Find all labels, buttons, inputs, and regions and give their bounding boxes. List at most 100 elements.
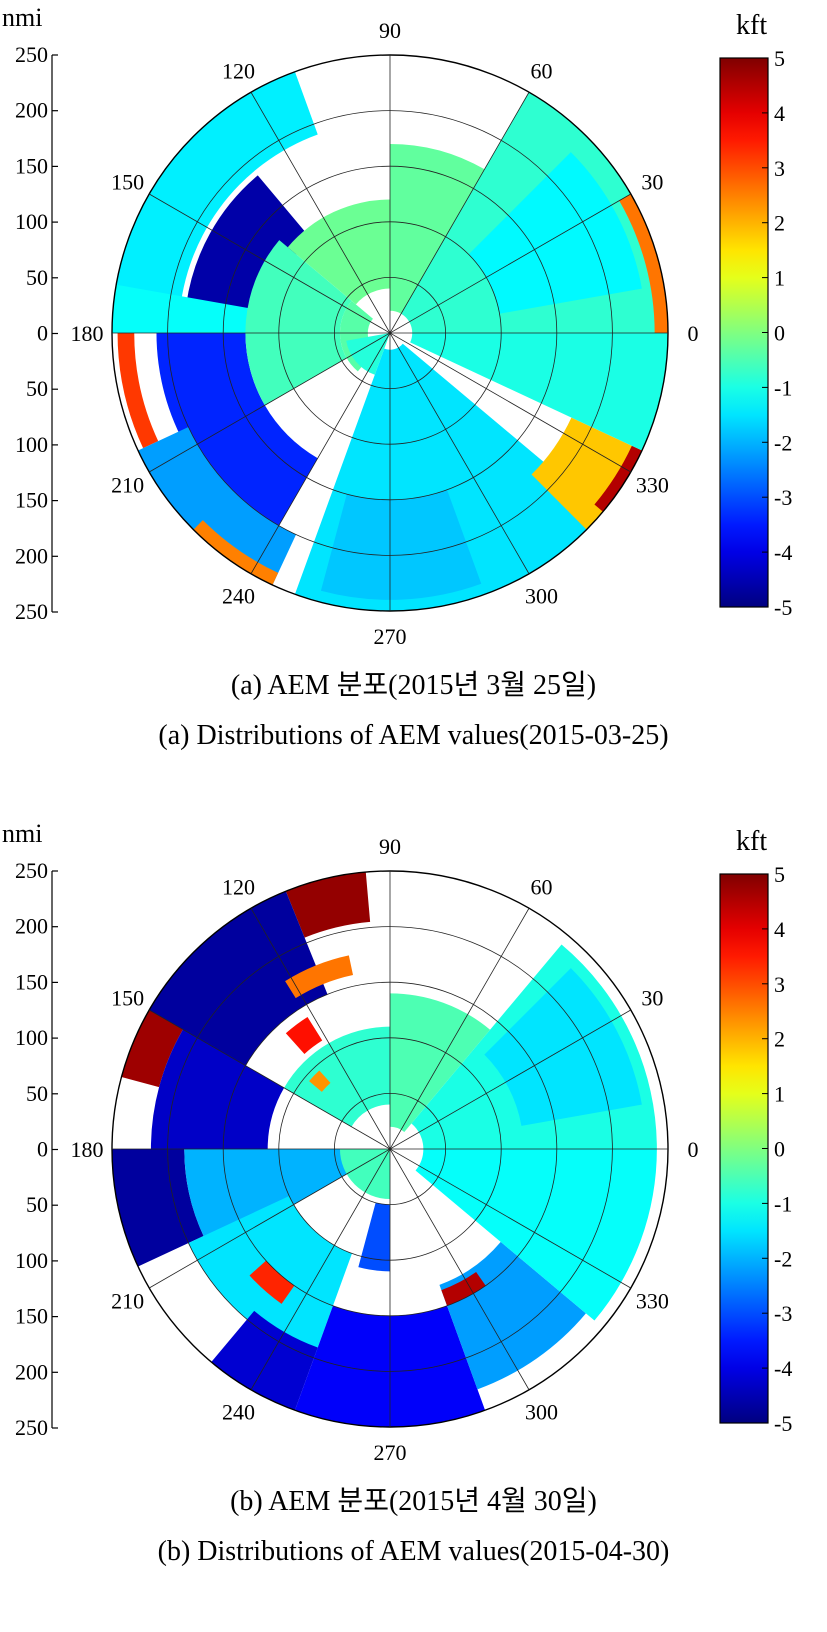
chart0-radial-tick-3: 100	[15, 209, 48, 234]
polar-chart-b: 90 60 30 0 330 300 270 240 210 180 150 120 250 200 150…	[0, 816, 827, 1632]
chart1-sector-10	[415, 1149, 657, 1321]
chart0-radial-tick-4: 50	[26, 265, 48, 290]
chart0-sector-7	[245, 240, 352, 406]
chart0-colorbar-tick-9: -4	[774, 540, 792, 565]
chart1-grid	[111, 870, 669, 1428]
chart1-colorbar-tick-8: -3	[774, 1301, 792, 1326]
chart1-colorbar-tick-0: 5	[774, 862, 785, 887]
polar-chart-b-svg: 9060300330300270240210180150120250200150…	[2, 819, 792, 1465]
chart1-radial-tick-4: 50	[26, 1081, 48, 1106]
chart1-radial-tick-5: 0	[37, 1137, 48, 1162]
chart1-radial-tick-0: 250	[15, 858, 48, 883]
chart0-sector-1	[186, 175, 312, 316]
chart0-sector-3	[117, 333, 159, 449]
polar-chart-a-svg: 9060300330300270240210180150120250200150…	[2, 3, 792, 649]
chart1-radial-unit: nmi	[2, 819, 42, 848]
chart1-sector-7	[211, 1310, 318, 1411]
chart0-colorbar-tick-2: 3	[774, 156, 785, 181]
chart1-radial-tick-7: 100	[15, 1248, 48, 1273]
chart0-colorbar-label: kft	[736, 10, 767, 41]
chart0-radial-tick-2: 150	[15, 153, 48, 178]
chart1-radial-tick-10: 250	[15, 1415, 48, 1440]
chart1-angle-label-330: 330	[636, 1289, 669, 1314]
chart0-angle-label-330: 330	[636, 473, 669, 498]
chart0-angle-label-240: 240	[222, 583, 255, 608]
chart0-angle-label-270: 270	[374, 624, 407, 649]
chart1-sector-3	[150, 1029, 285, 1149]
polar-chart-a: 90 60 30 0 330 300 270 240 210 180 150 120 250 200 150…	[2, 3, 792, 751]
chart1-angle-label-210: 210	[111, 1289, 144, 1314]
caption-a-korean: (a) AEM 분포(2015년 3월 25일)	[230, 670, 597, 701]
chart0-colorbar: 5 4 3 2 1 0 -1 -2 -3 -4 -5 kft	[719, 10, 792, 620]
chart1-angle-label-60: 60	[531, 875, 553, 900]
chart0-colorbar-tick-0: 5	[774, 46, 785, 71]
chart0-sector-18	[390, 143, 485, 314]
chart1-angle-label-120: 120	[222, 875, 255, 900]
chart0-radial-tick-8: 150	[15, 488, 48, 513]
chart0-colorbar-tick-5: 0	[774, 321, 785, 346]
chart1-sector-16	[285, 1016, 323, 1054]
chart1-colorbar: 5 4 3 2 1 0 -1 -2 -3 -4 -5 kft	[719, 826, 792, 1436]
chart0-angle-label-120: 120	[222, 59, 255, 84]
chart1-sector-20	[441, 1271, 486, 1306]
chart1-sector-14	[284, 1026, 390, 1127]
chart0-sector-16	[468, 152, 642, 314]
chart0-radial-tick-10: 250	[15, 599, 48, 624]
chart1-angle-label-90: 90	[379, 834, 401, 859]
chart0-angle-label-30: 30	[641, 170, 663, 195]
chart1-colorbar-tick-6: -1	[774, 1191, 792, 1216]
chart1-angle-label-240: 240	[222, 1399, 255, 1424]
chart1-colorbar-label: kft	[736, 826, 767, 857]
chart1-sector-15	[285, 955, 354, 999]
chart0-colorbar-tick-7: -2	[774, 430, 792, 455]
chart1-sector-0	[285, 872, 371, 938]
chart1-colorbar-tick-3: 2	[774, 1027, 785, 1052]
chart1-colorbar-bar	[719, 873, 769, 1424]
chart1-angle-label-30: 30	[641, 986, 663, 1011]
chart1-colorbar-tick-9: -4	[774, 1356, 792, 1381]
chart0-sector-5	[138, 426, 297, 585]
caption-b-korean: (b) AEM 분포(2015년 4월 30일)	[230, 1486, 597, 1517]
chart1-sector-21	[358, 1202, 390, 1272]
chart1-colorbar-tick-4: 1	[774, 1082, 785, 1107]
chart0-radial-tick-1: 200	[15, 98, 48, 123]
chart1-sector-2	[121, 1010, 183, 1088]
caption-a-english: (a) Distributions of AEM values(2015-03-…	[158, 720, 669, 751]
chart0-colorbar-bar	[719, 57, 769, 608]
chart0-colorbar-tick-8: -3	[774, 485, 792, 510]
chart0-sector-14	[410, 333, 668, 451]
chart1-angle-label-150: 150	[111, 986, 144, 1011]
caption-b-english: (b) Distributions of AEM values(2015-04-…	[157, 1536, 670, 1567]
chart1-radial-tick-9: 200	[15, 1359, 48, 1384]
chart0-sector-17	[619, 194, 668, 333]
chart0-sector-6	[193, 520, 279, 585]
chart0-radial-tick-6: 50	[26, 376, 48, 401]
chart0-sector-8	[287, 199, 390, 305]
chart0-angle-label-210: 210	[111, 473, 144, 498]
chart0-sector-13	[594, 445, 642, 512]
chart0-angle-label-90: 90	[379, 18, 401, 43]
chart1-colorbar-tick-10: -5	[774, 1411, 792, 1436]
chart0-colorbar-tick-10: -5	[774, 595, 792, 620]
chart1-colorbar-tick-2: 3	[774, 972, 785, 997]
chart1-angle-label-0: 0	[688, 1137, 699, 1162]
chart0-radial-unit: nmi	[2, 3, 42, 32]
chart1-radial-tick-6: 50	[26, 1192, 48, 1217]
chart1-spoke-150	[149, 1009, 631, 1289]
chart1-sector-1	[149, 891, 328, 1066]
chart1-radial-tick-1: 200	[15, 914, 48, 939]
chart0-sector-12	[531, 417, 642, 530]
chart0-radial-tick-5: 0	[37, 321, 48, 346]
chart1-colorbar-tick-1: 4	[774, 917, 785, 942]
chart0-angle-label-60: 60	[531, 59, 553, 84]
chart0-colorbar-tick-1: 4	[774, 101, 785, 126]
chart0-sector-0	[112, 71, 318, 326]
chart0-angle-label-150: 150	[111, 170, 144, 195]
chart0-grid	[111, 54, 669, 612]
chart0-angle-label-0: 0	[688, 321, 699, 346]
chart0-colorbar-tick-4: 1	[774, 266, 785, 291]
chart0-spoke-150	[149, 193, 631, 473]
chart0-sector-19	[346, 333, 390, 375]
chart0-radial-axis: 250 200 150 100 50 0 50 100 150 200 250 nmi	[2, 3, 58, 624]
